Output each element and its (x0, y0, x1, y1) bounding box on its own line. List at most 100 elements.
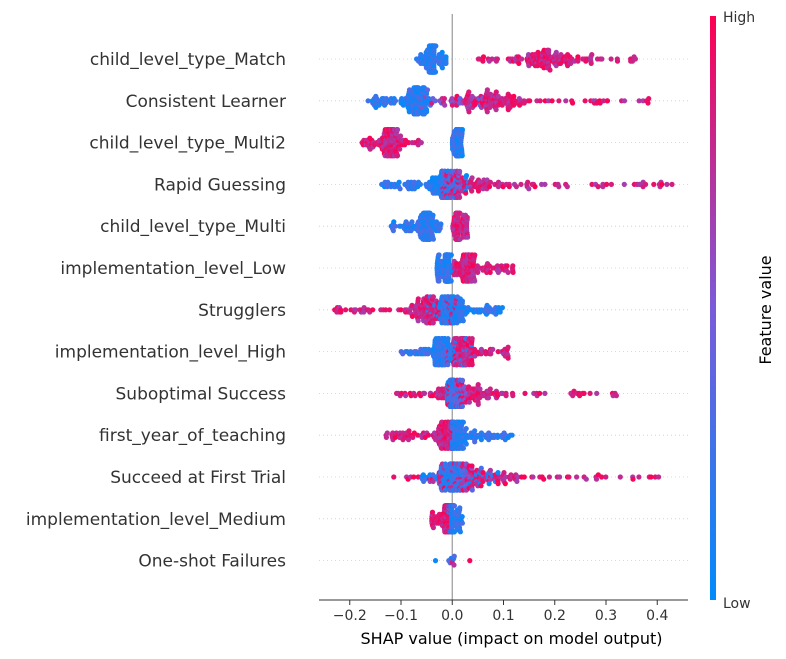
feature-label: Consistent Learner (126, 92, 286, 112)
shap-point (588, 60, 594, 66)
shap-point (595, 184, 601, 190)
shap-point (415, 432, 421, 438)
shap-point (643, 181, 649, 187)
shap-point (403, 393, 409, 399)
shap-point (604, 98, 611, 104)
x-tick-label: 0.3 (595, 608, 617, 624)
shap-point (469, 175, 475, 181)
colorbar-title: Feature value (756, 255, 775, 364)
shap-point (460, 318, 466, 324)
shap-point (424, 109, 430, 115)
shap-point (566, 474, 572, 480)
shap-point (516, 60, 522, 66)
shap-point (421, 390, 428, 396)
shap-point (424, 87, 431, 93)
feature-label: child_level_type_Multi2 (89, 134, 286, 154)
shap-point (587, 390, 593, 396)
shap-point (436, 252, 442, 258)
shap-point (645, 100, 651, 106)
shap-point (478, 437, 484, 443)
shap-point (614, 58, 621, 64)
shap-point (505, 269, 511, 275)
shap-point (495, 470, 501, 476)
shap-point (489, 56, 495, 62)
shap-point (433, 43, 439, 49)
feature-label: Rapid Guessing (154, 175, 286, 195)
shap-point (390, 228, 396, 234)
shap-point (564, 184, 570, 190)
shap-point (484, 87, 490, 93)
shap-point (617, 474, 623, 480)
x-tick-label: 0.4 (646, 608, 668, 624)
shap-point (365, 98, 371, 104)
x-tick-label: 0.0 (441, 608, 463, 624)
colorbar (710, 16, 716, 600)
shap-point (553, 49, 559, 56)
shap-point (542, 181, 548, 187)
shap-point (532, 184, 538, 190)
shap-point (480, 470, 486, 476)
shap-point (397, 133, 404, 139)
shap-point (387, 307, 393, 313)
shap-point (477, 386, 483, 392)
feature-label: child_level_type_Multi (100, 217, 286, 237)
shap-point (515, 474, 521, 480)
shap-point (402, 142, 408, 148)
shap-point (603, 474, 609, 480)
shap-point (457, 505, 463, 511)
shap-point (549, 98, 555, 104)
shap-point (530, 474, 536, 480)
shap-point (563, 98, 569, 104)
x-tick-label: 0.2 (544, 608, 566, 624)
shap-point (497, 309, 503, 315)
shap-point (547, 67, 553, 73)
shap-point (448, 252, 454, 258)
shap-point (418, 140, 424, 146)
shap-point (394, 127, 401, 133)
shap-point (659, 181, 665, 187)
shap-point (430, 212, 436, 218)
shap-point (412, 393, 418, 399)
shap-point (546, 47, 552, 53)
shap-point (636, 474, 642, 480)
shap-point (630, 476, 636, 482)
feature-labels: child_level_type_Match Consistent Learner… (26, 50, 286, 572)
shap-point (480, 54, 487, 60)
shap-point (487, 179, 493, 185)
shap-point (556, 98, 562, 104)
shap-point (509, 432, 515, 438)
shap-point (505, 355, 511, 361)
shap-point (521, 474, 527, 480)
shap-point (411, 474, 417, 480)
shap-point (442, 102, 448, 108)
shap-point (505, 344, 511, 350)
shap-point (621, 181, 627, 187)
shap-point (445, 362, 451, 368)
shap-point (522, 390, 528, 396)
shap-point (510, 263, 516, 269)
shap-point (574, 474, 580, 480)
shap-point (408, 228, 414, 234)
shap-point (537, 390, 543, 396)
shap-point (405, 437, 412, 443)
shap-point (514, 478, 520, 484)
x-tick-label: 0.1 (492, 608, 514, 624)
shap-point (472, 439, 478, 445)
shap-point (406, 109, 412, 115)
shap-point (495, 349, 501, 355)
shap-point (432, 98, 438, 104)
shap-point (599, 56, 605, 62)
shap-point (646, 96, 652, 102)
shap-point (448, 278, 454, 284)
shap-point (469, 188, 475, 194)
shap-point (589, 181, 595, 187)
shap-point (460, 445, 466, 451)
shap-point (463, 426, 469, 432)
shap-point (495, 434, 501, 440)
shap-point (527, 98, 533, 104)
shap-point (594, 390, 600, 396)
shap-point (459, 514, 465, 520)
shap-point (526, 186, 532, 192)
shap-point (451, 562, 457, 568)
shap-point (415, 296, 421, 302)
